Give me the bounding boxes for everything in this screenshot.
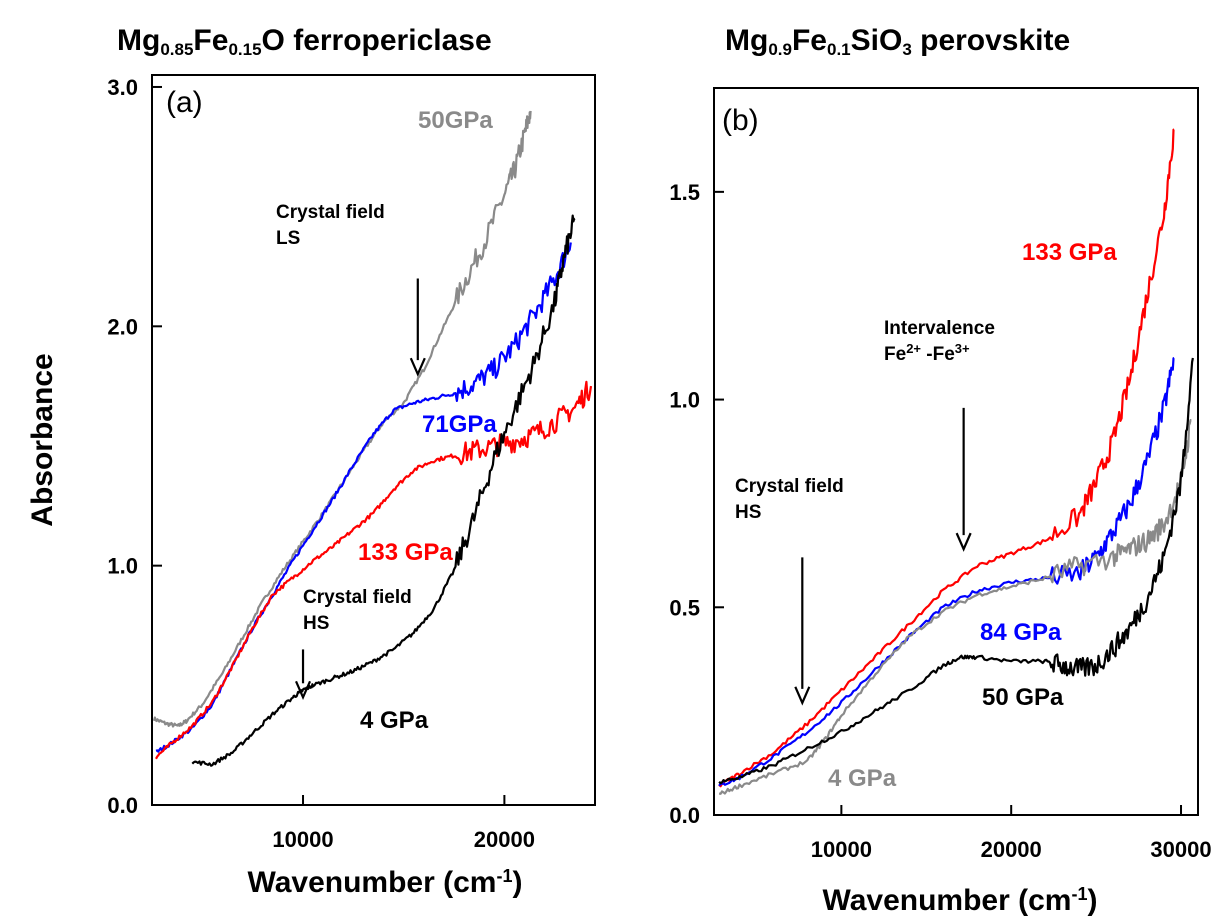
annotation-superscript: 2+ bbox=[906, 341, 921, 356]
series-label: 84 GPa bbox=[980, 619, 1062, 646]
title-subscript: 0.85 bbox=[160, 40, 193, 59]
title-subscript: 0.15 bbox=[228, 40, 261, 59]
series-label: 71GPa bbox=[422, 411, 497, 438]
y-tick-label: 1.0 bbox=[107, 554, 138, 579]
panel-label: (b) bbox=[722, 104, 759, 137]
title-part: SiO bbox=[851, 24, 903, 57]
y-tick-label: 1.0 bbox=[669, 388, 700, 413]
title-subscript: 3 bbox=[902, 40, 911, 59]
annotation-superscript: 3+ bbox=[955, 341, 970, 356]
title-part: perovskite bbox=[912, 24, 1070, 57]
annotation-text: Crystal field bbox=[303, 587, 412, 608]
plot-frame bbox=[151, 74, 596, 806]
title-part: O ferropericlase bbox=[262, 24, 492, 57]
plot-frame bbox=[713, 87, 1199, 816]
x-axis-label-superscript: -1 bbox=[1071, 884, 1087, 904]
series-line-71gpa bbox=[155, 242, 572, 753]
chart-title: Mg0.9Fe0.1SiO3 perovskite bbox=[725, 24, 1070, 59]
annotation-text: Intervalence bbox=[884, 318, 995, 339]
title-part: Fe bbox=[193, 24, 228, 57]
series-line-50gpa bbox=[718, 357, 1194, 785]
annotation-text: Fe2+ -Fe3+ bbox=[884, 341, 970, 365]
x-tick-label: 20000 bbox=[981, 837, 1042, 862]
series-label: 133 GPa bbox=[358, 539, 453, 566]
x-axis-label-text: Wavenumber (cm bbox=[248, 866, 497, 899]
annotation-text: HS bbox=[303, 613, 329, 634]
y-axis-label: Absorbance bbox=[26, 353, 59, 526]
series-label: 4 GPa bbox=[828, 765, 897, 792]
x-tick-label: 20000 bbox=[474, 827, 535, 852]
series-line-4gpa bbox=[718, 419, 1192, 795]
x-tick-label: 30000 bbox=[1150, 837, 1211, 862]
series-label: 50 GPa bbox=[982, 684, 1064, 711]
series-line-84gpa bbox=[718, 356, 1175, 787]
annotation-text: HS bbox=[735, 502, 761, 523]
annotation-text: Crystal field bbox=[276, 202, 385, 223]
x-axis-label-text: Wavenumber (cm bbox=[823, 884, 1072, 917]
title-part: Mg bbox=[725, 24, 768, 57]
x-tick-label: 10000 bbox=[811, 837, 872, 862]
x-axis-label-superscript: -1 bbox=[496, 866, 512, 886]
chart-title: Mg0.85Fe0.15O ferropericlase bbox=[117, 24, 492, 59]
x-axis-label-close: ) bbox=[512, 866, 522, 899]
x-axis-label-close: ) bbox=[1087, 884, 1097, 917]
series-label: 4 GPa bbox=[360, 707, 429, 734]
y-tick-label: 2.0 bbox=[107, 314, 138, 339]
x-axis-label: Wavenumber (cm-1) bbox=[823, 884, 1098, 917]
annotation-part: Fe bbox=[884, 344, 906, 365]
y-tick-label: 0.0 bbox=[669, 803, 700, 828]
series-label: 133 GPa bbox=[1022, 239, 1117, 266]
annotation-arrow-head bbox=[295, 680, 312, 701]
series-line-133gpa bbox=[155, 380, 593, 760]
series-line-4gpa bbox=[191, 214, 576, 767]
title-subscript: 0.9 bbox=[768, 40, 792, 59]
title-part: Mg bbox=[117, 24, 160, 57]
annotation-text: Crystal field bbox=[735, 476, 844, 497]
series-label: 50GPa bbox=[418, 107, 493, 134]
annotation-arrow-head bbox=[794, 686, 811, 706]
x-tick-label: 10000 bbox=[272, 827, 333, 852]
chart-panel-a: Mg0.85Fe0.15O ferropericlase 50GPa 71GPa 13… bbox=[26, 24, 596, 899]
annotation-arrow-head bbox=[409, 357, 426, 377]
y-tick-label: 3.0 bbox=[107, 75, 138, 100]
annotation-text: LS bbox=[276, 228, 300, 249]
series-line-133gpa bbox=[718, 128, 1175, 788]
title-subscript: 0.1 bbox=[827, 40, 851, 59]
annotation-arrow-head bbox=[955, 532, 972, 552]
title-part: Fe bbox=[792, 24, 827, 57]
x-axis-label: Wavenumber (cm-1) bbox=[248, 866, 523, 899]
panel-label: (a) bbox=[166, 86, 203, 119]
y-tick-label: 0.0 bbox=[107, 793, 138, 818]
y-tick-label: 1.5 bbox=[669, 180, 700, 205]
y-tick-label: 0.5 bbox=[669, 595, 700, 620]
annotation-part: -Fe bbox=[921, 344, 955, 365]
